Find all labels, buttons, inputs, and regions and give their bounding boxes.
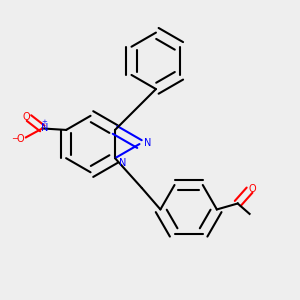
Text: O: O <box>22 112 30 122</box>
Text: N: N <box>41 123 48 133</box>
Text: O: O <box>249 184 256 194</box>
Text: N: N <box>144 138 151 148</box>
Text: +: + <box>42 118 48 124</box>
Text: N: N <box>118 158 126 168</box>
Text: −: − <box>11 134 18 143</box>
Text: O: O <box>16 134 24 144</box>
